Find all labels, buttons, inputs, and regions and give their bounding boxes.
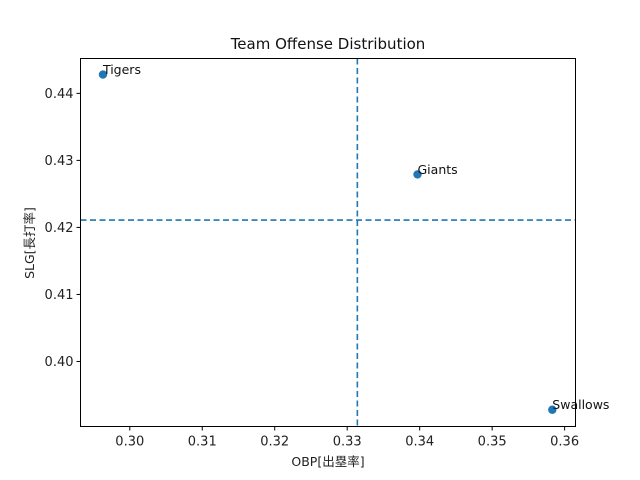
data-point-tigers [98,70,108,79]
x-tick-label: 0.33 [333,435,362,450]
x-axis: 0.30 0.31 0.32 0.33 0.34 0.35 0.36 [115,426,579,450]
point-label-tigers: Tigers [102,62,141,77]
x-tick-label: 0.34 [405,435,434,450]
point-label-swallows: Swallows [552,397,609,412]
x-axis-label: OBP[出塁率] [291,454,364,469]
y-tick-label: 0.40 [45,355,74,370]
y-tick-label: 0.44 [45,87,74,102]
x-tick-label: 0.32 [260,435,289,450]
data-point-giants [413,170,422,179]
data-point-swallows [548,405,557,414]
x-tick-label: 0.35 [478,435,507,450]
chart-title: Team Offense Distribution [230,35,426,53]
y-tick-label: 0.42 [45,221,74,236]
x-tick-label: 0.31 [188,435,217,450]
point-label-giants: Giants [418,162,458,177]
axes-frame [80,58,576,427]
x-tick-label: 0.36 [550,435,579,450]
y-tick-label: 0.43 [45,154,74,169]
y-axis: 0.40 0.41 0.42 0.43 0.44 [45,87,81,370]
y-tick-label: 0.41 [45,288,74,303]
plot-area: Tigers Giants Swallows [80,58,609,427]
x-tick-label: 0.30 [115,435,144,450]
y-axis-label: SLG[長打率] [22,207,37,279]
